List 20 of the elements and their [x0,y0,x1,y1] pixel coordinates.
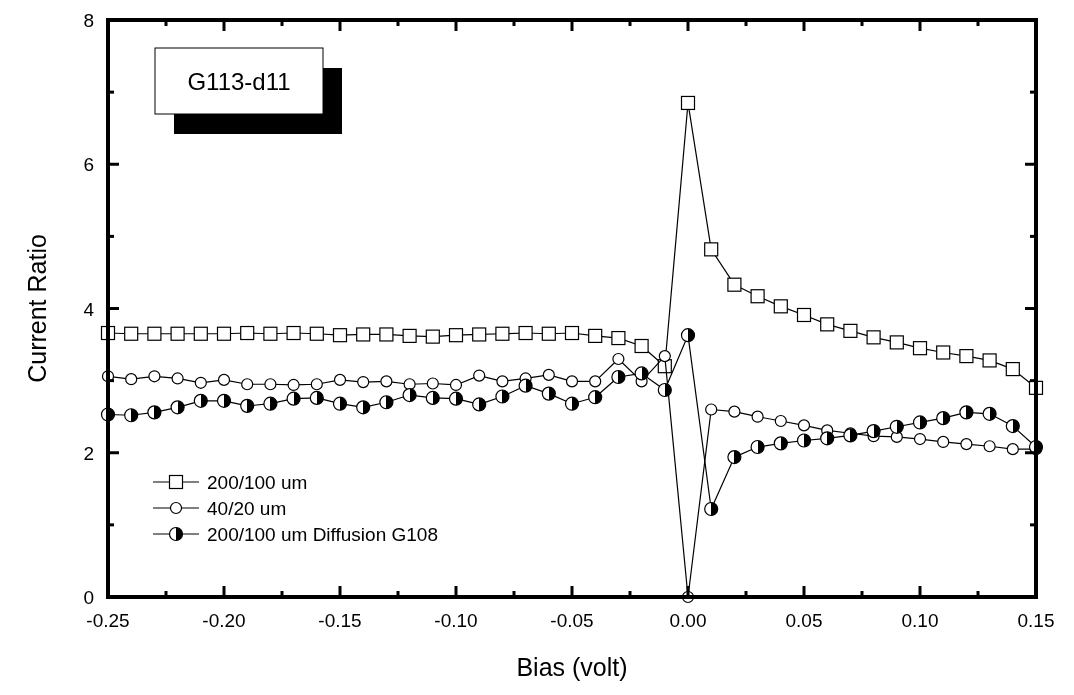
y-tick-label: 4 [83,298,95,320]
y-tick-label: 0 [83,587,94,608]
legend-label: 200/100 um [207,472,308,493]
annotation: G113-d11 [187,68,291,95]
x-tick-label: 0.05 [785,610,823,631]
legend-label: 200/100 um Diffusion G108 [207,524,438,545]
legend-label: 40/20 um [207,498,287,519]
y-tick-label: 2 [83,442,94,464]
x-tick-label: 0.15 [1017,610,1055,631]
x-axis-title: Bias (volt) [516,653,628,681]
x-tick-label: -0.25 [86,610,130,631]
x-tick-label: -0.15 [318,610,362,631]
x-tick-label: -0.10 [434,610,478,631]
x-tick-label: 0.00 [669,610,707,631]
x-tick-label: 0.10 [901,610,939,631]
x-tick-label: -0.20 [202,610,246,631]
x-tick-label: -0.05 [550,610,594,631]
y-tick-label: 6 [83,154,94,176]
y-tick-label: 8 [83,10,94,31]
y-axis-title: Current Ratio [23,234,51,383]
